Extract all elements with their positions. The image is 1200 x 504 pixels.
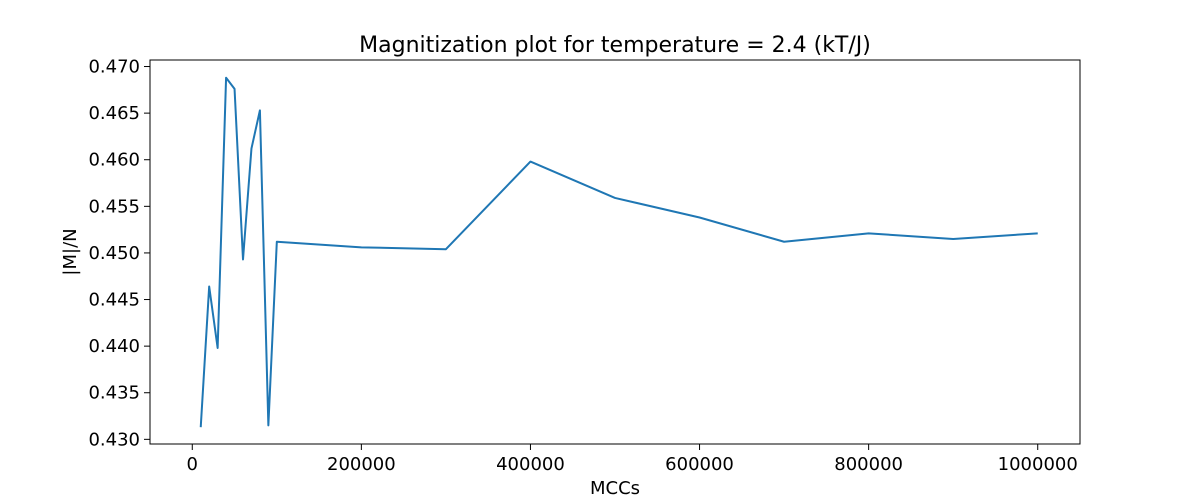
y-axis-label: |M|/N — [60, 228, 81, 275]
y-axis: 0.430 0.435 0.440 0.445 0.450 0.455 0.460 0.465… — [88, 57, 150, 451]
x-tick-label: 400000 — [496, 454, 565, 475]
y-tick-label: 0.430 — [88, 429, 140, 450]
x-tick-label: 200000 — [327, 454, 396, 475]
chart-title: Magnitization plot for temperature = 2.4… — [359, 33, 871, 58]
y-tick-label: 0.440 — [88, 336, 140, 357]
y-tick-label: 0.460 — [88, 150, 140, 171]
x-axis: 0 200000 400000 600000 800000 1000000 — [187, 444, 1078, 475]
y-tick-label: 0.455 — [88, 196, 140, 217]
x-tick-label: 0 — [187, 454, 198, 475]
x-axis-label: MCCs — [590, 478, 640, 499]
y-tick-label: 0.470 — [88, 57, 140, 78]
plot-area-frame — [150, 60, 1080, 444]
series-layer — [201, 78, 1038, 428]
x-tick-label: 1000000 — [998, 454, 1078, 475]
y-tick-label: 0.445 — [88, 290, 140, 311]
y-tick-label: 0.435 — [88, 383, 140, 404]
x-tick-label: 600000 — [665, 454, 734, 475]
y-tick-label: 0.465 — [88, 103, 140, 124]
y-tick-label: 0.450 — [88, 243, 140, 264]
x-tick-label: 800000 — [834, 454, 903, 475]
series-line — [201, 78, 1038, 428]
